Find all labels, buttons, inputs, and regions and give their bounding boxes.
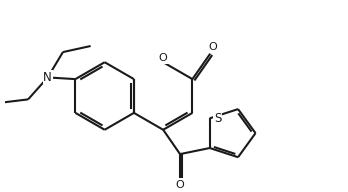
Text: N: N [44,71,52,84]
Text: O: O [208,42,217,52]
Text: O: O [176,180,184,190]
Text: O: O [159,53,167,63]
Text: S: S [214,112,221,125]
